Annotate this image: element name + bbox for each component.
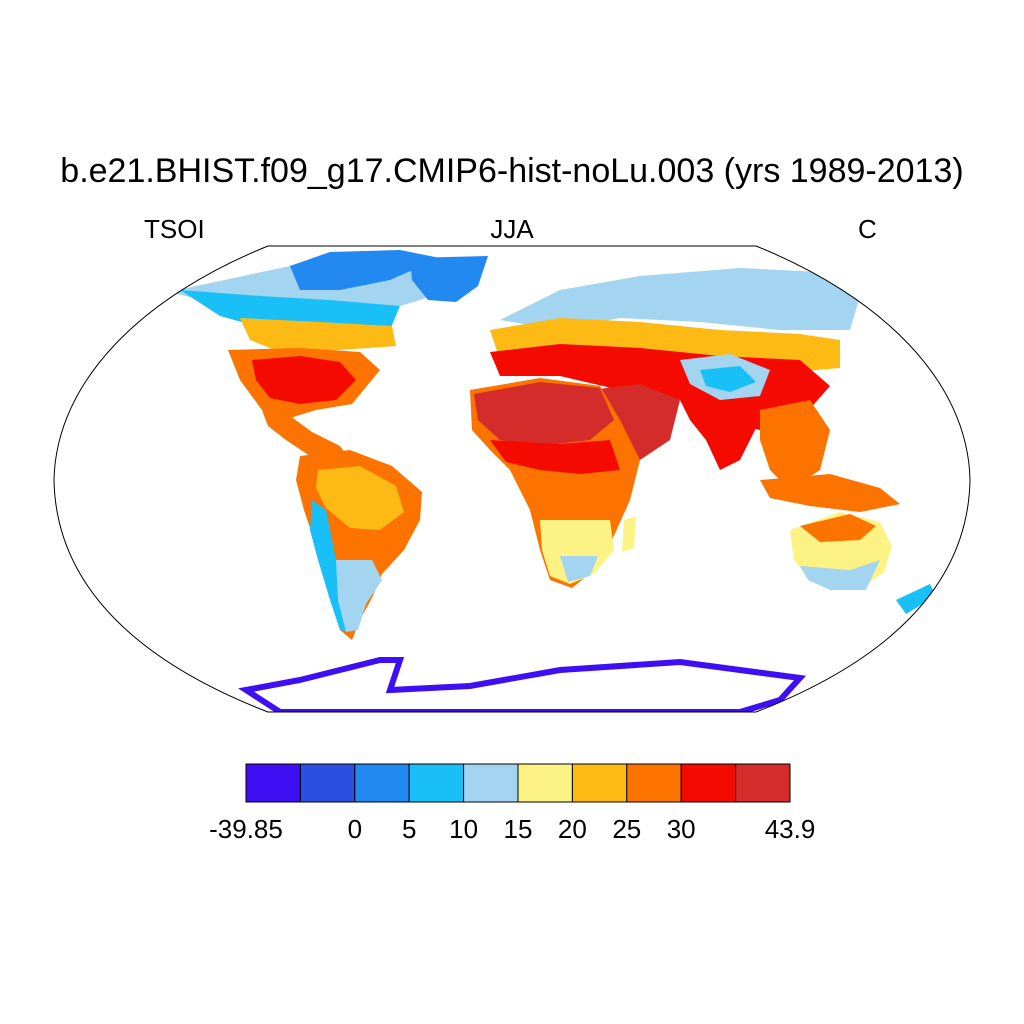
colorbar-swatch bbox=[571, 763, 628, 803]
colorbar-swatch bbox=[680, 763, 737, 803]
central-america bbox=[262, 410, 350, 466]
map-border bbox=[53, 245, 971, 713]
colorbar-tick-label: 10 bbox=[449, 814, 479, 844]
southern-africa bbox=[540, 520, 614, 584]
colorbar-swatch bbox=[408, 763, 465, 803]
greenland bbox=[410, 256, 488, 302]
colorbar-swatch bbox=[626, 763, 682, 803]
colorbar-tick-label: 15 bbox=[503, 814, 533, 844]
southeast-asia bbox=[760, 400, 830, 490]
australia-south bbox=[800, 560, 880, 590]
variable-label: TSOI bbox=[144, 214, 205, 244]
colorbar-tick-label: 0 bbox=[347, 814, 363, 844]
usa-hot-core bbox=[252, 356, 356, 404]
colorbar-tick-label: 20 bbox=[557, 814, 587, 844]
colorbar-tick-label: 5 bbox=[401, 814, 417, 844]
season-label: JJA bbox=[490, 214, 534, 244]
colorbar bbox=[245, 763, 791, 803]
south-america-south bbox=[336, 560, 382, 632]
colorbar-swatch bbox=[354, 763, 410, 803]
north-america-mid bbox=[240, 318, 396, 352]
colorbar-tick-label: 30 bbox=[666, 814, 696, 844]
australia-north bbox=[800, 514, 876, 542]
colorbar-tick-label: -39.85 bbox=[209, 814, 283, 844]
southern-africa-cool bbox=[560, 556, 598, 582]
land-fields bbox=[168, 250, 936, 712]
colorbar-tick-label: 43.9 bbox=[764, 814, 816, 844]
colorbar-swatch bbox=[517, 763, 573, 803]
south-america-amazon bbox=[316, 466, 404, 530]
tibet-core bbox=[700, 366, 756, 392]
antarctica bbox=[238, 657, 807, 712]
north-america-arctic-islands bbox=[290, 250, 440, 290]
map-title: b.e21.BHIST.f09_g17.CMIP6-hist-noLu.003 … bbox=[60, 152, 964, 190]
maritime-continent bbox=[760, 474, 900, 512]
new-zealand bbox=[896, 584, 936, 614]
colorbar-swatch bbox=[299, 763, 356, 803]
sahara bbox=[474, 382, 614, 446]
madagascar bbox=[622, 516, 636, 552]
eurasia-north bbox=[500, 268, 860, 330]
colorbar-swatch bbox=[245, 763, 301, 803]
colorbar-swatch bbox=[735, 763, 791, 803]
india bbox=[680, 400, 760, 470]
colorbar-tick-label: 25 bbox=[612, 814, 642, 844]
sahel bbox=[490, 440, 620, 474]
units-label: C bbox=[858, 214, 877, 244]
colorbar-swatch bbox=[463, 763, 519, 803]
north-america-canada bbox=[180, 290, 400, 330]
